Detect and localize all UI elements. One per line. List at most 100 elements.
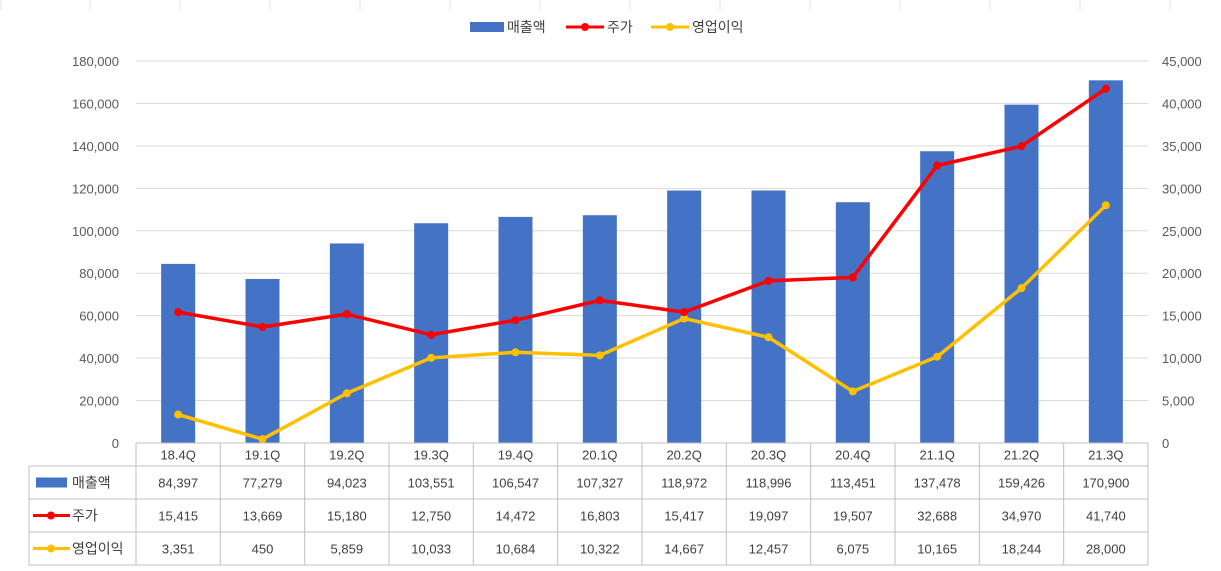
- right-axis-tick-label: 5,000: [1162, 394, 1195, 409]
- left-axis-tick-label: 140,000: [72, 139, 119, 154]
- table-cell: 12,750: [411, 509, 451, 524]
- category-label: 21.1Q: [919, 448, 954, 463]
- row-key-매출액: [36, 477, 67, 488]
- legend-key-marker-영업이익: [666, 23, 674, 31]
- right-axis-tick-label: 25,000: [1162, 224, 1202, 239]
- background-cell-grid: [0, 0, 1171, 10]
- right-axis-tick-label: 15,000: [1162, 309, 1202, 324]
- table-cell: 118,996: [745, 476, 791, 491]
- table-cell: 18,244: [1002, 542, 1042, 557]
- point-영업이익-21.2Q: [1017, 284, 1026, 293]
- right-axis-tick-label: 35,000: [1162, 139, 1202, 154]
- right-axis-tick-label: 45,000: [1162, 54, 1202, 69]
- category-label: 19.4Q: [498, 448, 533, 463]
- category-label: 20.1Q: [582, 448, 617, 463]
- right-axis-tick-label: 30,000: [1162, 181, 1202, 196]
- point-영업이익-20.2Q: [680, 314, 689, 323]
- left-axis-ticks: 0 20,000 40,000 60,000 80,000 100,000 120,000 1…: [72, 54, 119, 451]
- table-cell: 94,023: [327, 476, 367, 491]
- point-영업이익-20.1Q: [595, 351, 604, 360]
- table-cell: 77,279: [243, 476, 283, 491]
- row-key-marker-주가: [47, 511, 55, 520]
- left-axis-tick-label: 120,000: [72, 181, 119, 196]
- table-cell: 137,478: [914, 476, 961, 491]
- table-cell: 15,180: [327, 509, 367, 524]
- point-주가-20.3Q: [764, 276, 773, 285]
- left-axis-tick-label: 180,000: [72, 54, 119, 69]
- table-cell: 10,322: [580, 542, 620, 557]
- point-주가-20.1Q: [595, 296, 604, 305]
- legend: 매출액 주가 영업이익: [470, 20, 744, 36]
- table-cell: 103,551: [408, 476, 455, 491]
- table-cell: 14,667: [664, 542, 704, 557]
- table-cell: 5,859: [331, 542, 364, 557]
- category-label: 20.4Q: [835, 448, 870, 463]
- table-cell: 28,000: [1086, 542, 1126, 557]
- legend-label-매출액: 매출액: [507, 20, 546, 36]
- left-axis-tick-label: 20,000: [79, 394, 119, 409]
- row-key-marker-영업이익: [47, 544, 55, 553]
- table-cell: 19,097: [749, 509, 789, 524]
- table-cell: 34,970: [1002, 509, 1042, 524]
- bar-19.4Q: [498, 216, 533, 443]
- category-label: 19.1Q: [245, 448, 280, 463]
- category-label: 19.2Q: [329, 448, 364, 463]
- right-axis-tick-label: 40,000: [1162, 96, 1202, 111]
- left-axis-tick-label: 60,000: [79, 309, 119, 324]
- table-cell: 41,740: [1086, 509, 1126, 524]
- point-영업이익-19.1Q: [258, 435, 267, 444]
- right-axis-tick-label: 20,000: [1162, 266, 1202, 281]
- point-영업이익-20.4Q: [848, 387, 857, 396]
- table-cell: 15,417: [664, 509, 704, 524]
- left-axis-tick-label: 80,000: [79, 266, 119, 281]
- right-axis-ticks: 0 5,000 10,000 15,000 20,000 25,000 30,000 35,0…: [1162, 54, 1202, 451]
- point-주가-19.1Q: [258, 322, 267, 331]
- table-cell: 13,669: [243, 509, 283, 524]
- bar-19.1Q: [245, 278, 280, 443]
- point-주가-19.3Q: [427, 330, 436, 339]
- table-cell: 118,972: [661, 476, 707, 491]
- category-label: 19.3Q: [413, 448, 448, 463]
- point-주가-20.2Q: [680, 308, 689, 317]
- category-label: 21.3Q: [1088, 448, 1123, 463]
- point-영업이익-19.4Q: [511, 348, 520, 357]
- row-label-주가: 주가: [72, 509, 98, 525]
- point-주가-18.4Q: [174, 308, 183, 317]
- legend-label-주가: 주가: [607, 20, 633, 36]
- legend-label-영업이익: 영업이익: [692, 20, 744, 36]
- point-영업이익-19.3Q: [427, 353, 436, 362]
- row-label-영업이익: 영업이익: [72, 542, 124, 558]
- point-주가-21.3Q: [1101, 84, 1110, 93]
- left-axis-tick-label: 40,000: [79, 351, 119, 366]
- point-주가-19.2Q: [342, 310, 351, 319]
- table-cell: 84,397: [158, 476, 198, 491]
- table-cell: 10,165: [917, 542, 957, 557]
- bar-20.1Q: [582, 215, 617, 443]
- right-axis-tick-label: 10,000: [1162, 351, 1202, 366]
- category-label: 20.2Q: [666, 448, 701, 463]
- bar-20.4Q: [835, 202, 870, 443]
- table-cell: 106,547: [492, 476, 539, 491]
- line-series: [174, 84, 1110, 444]
- table-cell: 10,684: [496, 542, 536, 557]
- table-cell: 113,451: [830, 476, 876, 491]
- point-주가-19.4Q: [511, 316, 520, 325]
- bar-19.2Q: [329, 243, 364, 443]
- table-cell: 170,900: [1082, 476, 1129, 491]
- left-axis-tick-label: 100,000: [72, 224, 119, 239]
- table-cell: 32,688: [917, 509, 957, 524]
- line-영업이익: [177, 204, 1108, 441]
- point-영업이익-18.4Q: [174, 410, 183, 419]
- point-주가-21.2Q: [1017, 142, 1026, 151]
- bar-21.3Q: [1088, 80, 1123, 443]
- bar-20.3Q: [751, 190, 786, 443]
- table-cell: 19,507: [833, 509, 873, 524]
- left-axis-tick-label: 0: [112, 436, 119, 451]
- table-cell: 10,033: [411, 542, 451, 557]
- legend-key-매출액: [470, 22, 504, 32]
- gridlines: [136, 60, 1148, 444]
- point-영업이익-20.3Q: [764, 333, 773, 342]
- point-영업이익-21.1Q: [933, 352, 942, 361]
- legend-key-marker-주가: [581, 23, 589, 31]
